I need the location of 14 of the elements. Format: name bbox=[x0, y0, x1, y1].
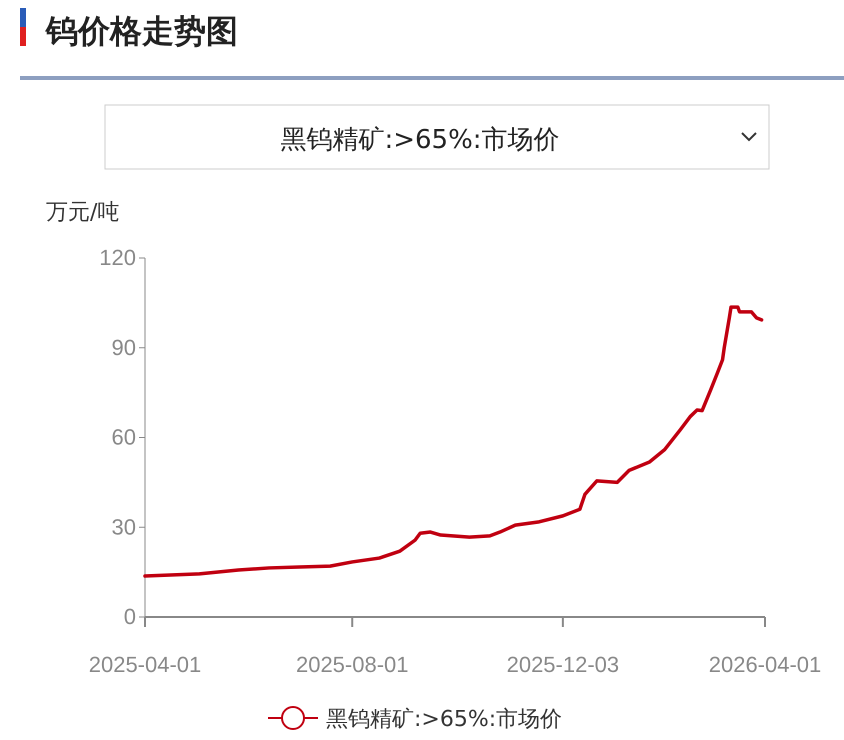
x-tick-label: 2025-12-03 bbox=[506, 652, 620, 677]
x-tick-label: 2025-08-01 bbox=[296, 652, 409, 677]
y-tick-label: 60 bbox=[112, 424, 136, 450]
x-tick-label: 2025-04-01 bbox=[88, 652, 202, 677]
y-tick-label: 0 bbox=[124, 604, 136, 630]
y-tick-label: 30 bbox=[112, 514, 136, 540]
x-tick-label: 2026-04-01 bbox=[708, 652, 822, 677]
chart-title: 钨价格走势图 bbox=[44, 12, 238, 50]
y-tick-label: 120 bbox=[99, 245, 136, 270]
y-tick-label: 90 bbox=[112, 334, 136, 360]
chart-subtitle: 黑钨精矿:>65%:市场价 bbox=[280, 125, 560, 155]
line-series bbox=[143, 305, 764, 578]
legend-label: 黑钨精矿:>65%:市场价 bbox=[326, 707, 562, 732]
y-axis-title: 万元/吨 bbox=[46, 200, 120, 225]
